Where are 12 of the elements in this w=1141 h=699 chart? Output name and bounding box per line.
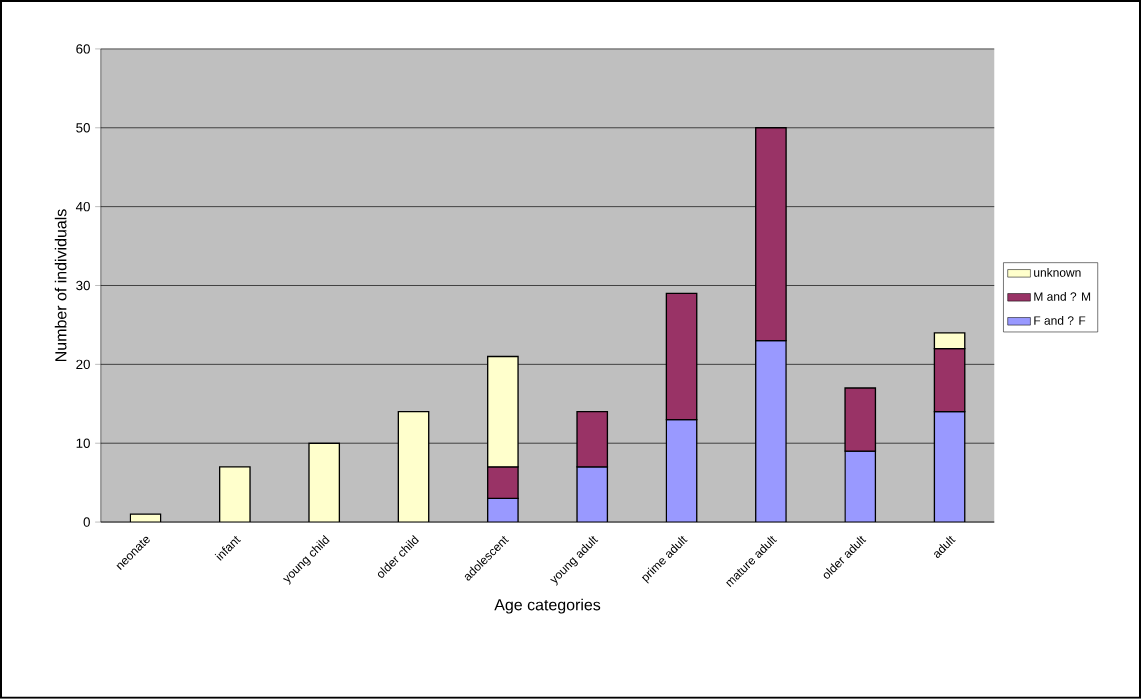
- y-tick-label: 40: [75, 202, 90, 212]
- x-axis-title: Age categories: [494, 598, 601, 614]
- y-axis-title: Number of individuals: [54, 209, 67, 362]
- legend-label: unknown: [1034, 268, 1081, 277]
- y-tick-label: 50: [76, 123, 90, 133]
- legend-label: M and ? M: [1034, 292, 1091, 301]
- y-tick-label: 20: [76, 359, 90, 370]
- y-tick-label: 60: [76, 44, 90, 54]
- y-tick-label: 30: [76, 280, 90, 291]
- legend-label: F and ? F: [1034, 316, 1086, 325]
- y-tick-label: 0: [83, 517, 90, 527]
- y-tick-label: 10: [76, 438, 90, 449]
